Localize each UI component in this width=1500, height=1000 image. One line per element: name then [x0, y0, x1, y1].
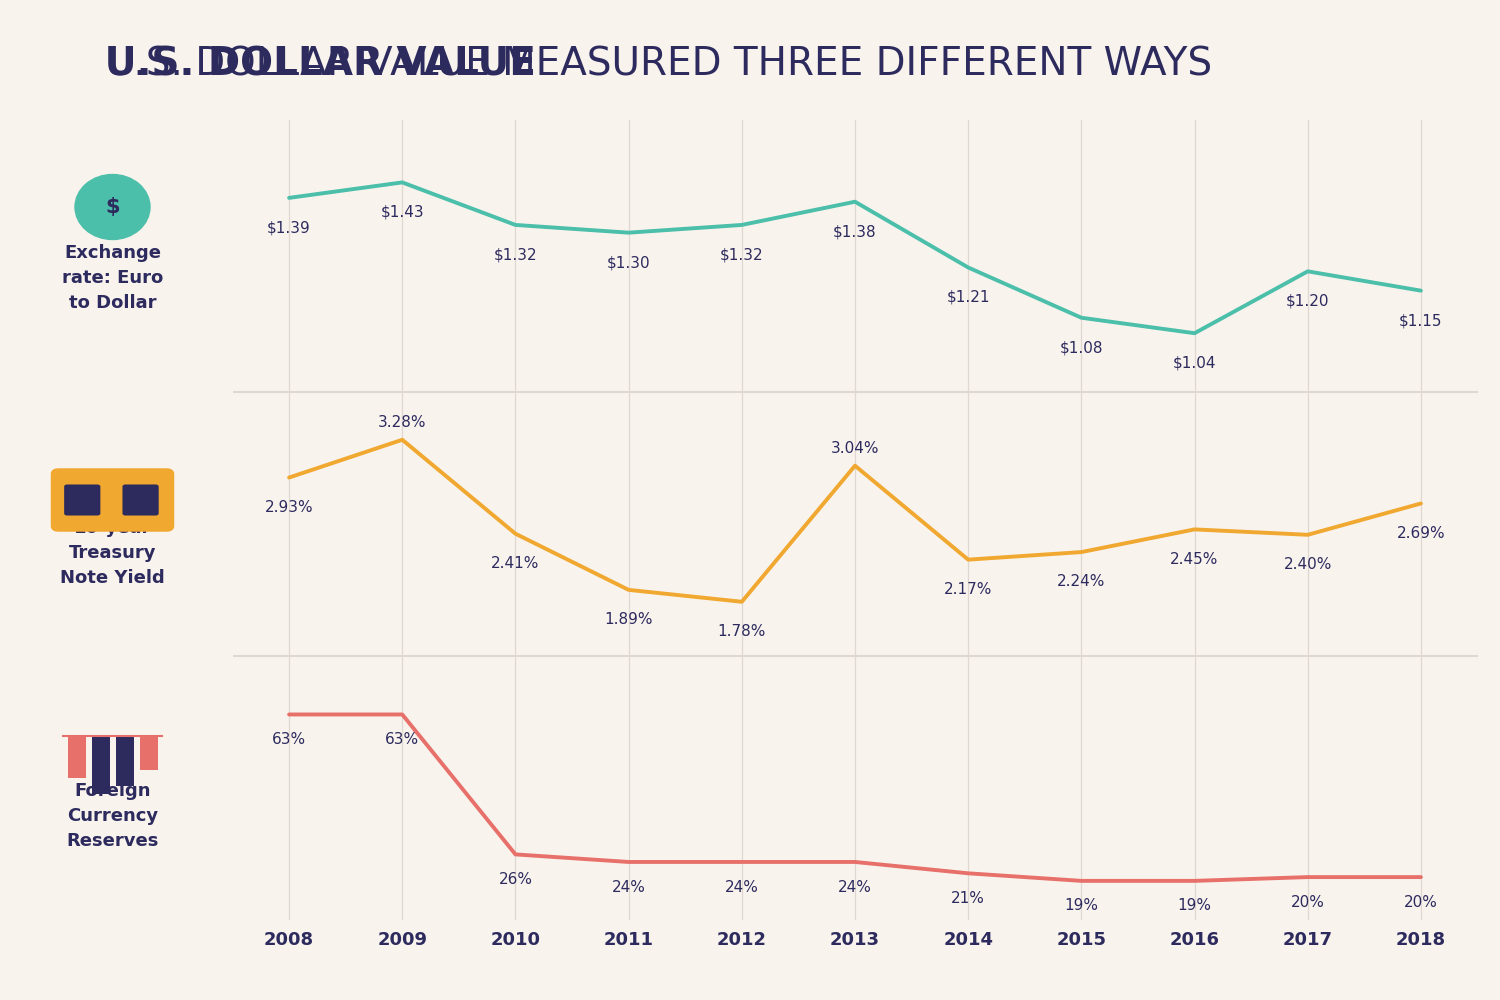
Text: $1.32: $1.32	[720, 247, 764, 262]
Text: 20%: 20%	[1292, 895, 1324, 910]
Text: $1.32: $1.32	[494, 247, 537, 262]
Text: Foreign
Currency
Reserves: Foreign Currency Reserves	[66, 782, 159, 850]
Text: 1.78%: 1.78%	[717, 624, 766, 639]
Text: 26%: 26%	[498, 872, 532, 887]
Text: 19%: 19%	[1178, 898, 1212, 913]
Text: 19%: 19%	[1065, 898, 1098, 913]
Text: 24%: 24%	[724, 880, 759, 895]
Text: 1.89%: 1.89%	[604, 612, 652, 627]
Text: $1.21: $1.21	[946, 290, 990, 305]
Text: $1.43: $1.43	[381, 205, 424, 220]
Text: 2.41%: 2.41%	[492, 556, 540, 571]
Text: 24%: 24%	[839, 880, 872, 895]
Text: 3.04%: 3.04%	[831, 441, 879, 456]
Text: $1.15: $1.15	[1400, 313, 1443, 328]
Text: U.S. DOLLAR VALUE MEASURED THREE DIFFERENT WAYS: U.S. DOLLAR VALUE MEASURED THREE DIFFERE…	[105, 45, 1212, 83]
Text: $: $	[105, 197, 120, 217]
Text: $1.08: $1.08	[1059, 340, 1102, 355]
Text: 3.28%: 3.28%	[378, 415, 426, 430]
Text: 21%: 21%	[951, 891, 986, 906]
Text: 2.24%: 2.24%	[1058, 574, 1106, 589]
Text: 2.69%: 2.69%	[1396, 526, 1444, 541]
Text: 2.45%: 2.45%	[1170, 552, 1218, 567]
Text: $1.30: $1.30	[608, 255, 651, 270]
Text: U.S. DOLLAR VALUE: U.S. DOLLAR VALUE	[105, 45, 536, 83]
Text: 63%: 63%	[386, 732, 420, 747]
Text: 2.17%: 2.17%	[944, 582, 993, 597]
Text: 10-year
Treasury
Note Yield: 10-year Treasury Note Yield	[60, 519, 165, 587]
Text: 63%: 63%	[272, 732, 306, 747]
Text: $1.04: $1.04	[1173, 356, 1216, 371]
Text: $1.38: $1.38	[833, 224, 878, 239]
Text: $1.20: $1.20	[1286, 294, 1329, 309]
Text: Exchange
rate: Euro
to Dollar: Exchange rate: Euro to Dollar	[62, 244, 164, 312]
Text: 2.93%: 2.93%	[266, 500, 314, 515]
Text: 2.40%: 2.40%	[1284, 557, 1332, 572]
Text: 24%: 24%	[612, 880, 645, 895]
Text: $1.39: $1.39	[267, 220, 310, 235]
Text: 20%: 20%	[1404, 895, 1438, 910]
